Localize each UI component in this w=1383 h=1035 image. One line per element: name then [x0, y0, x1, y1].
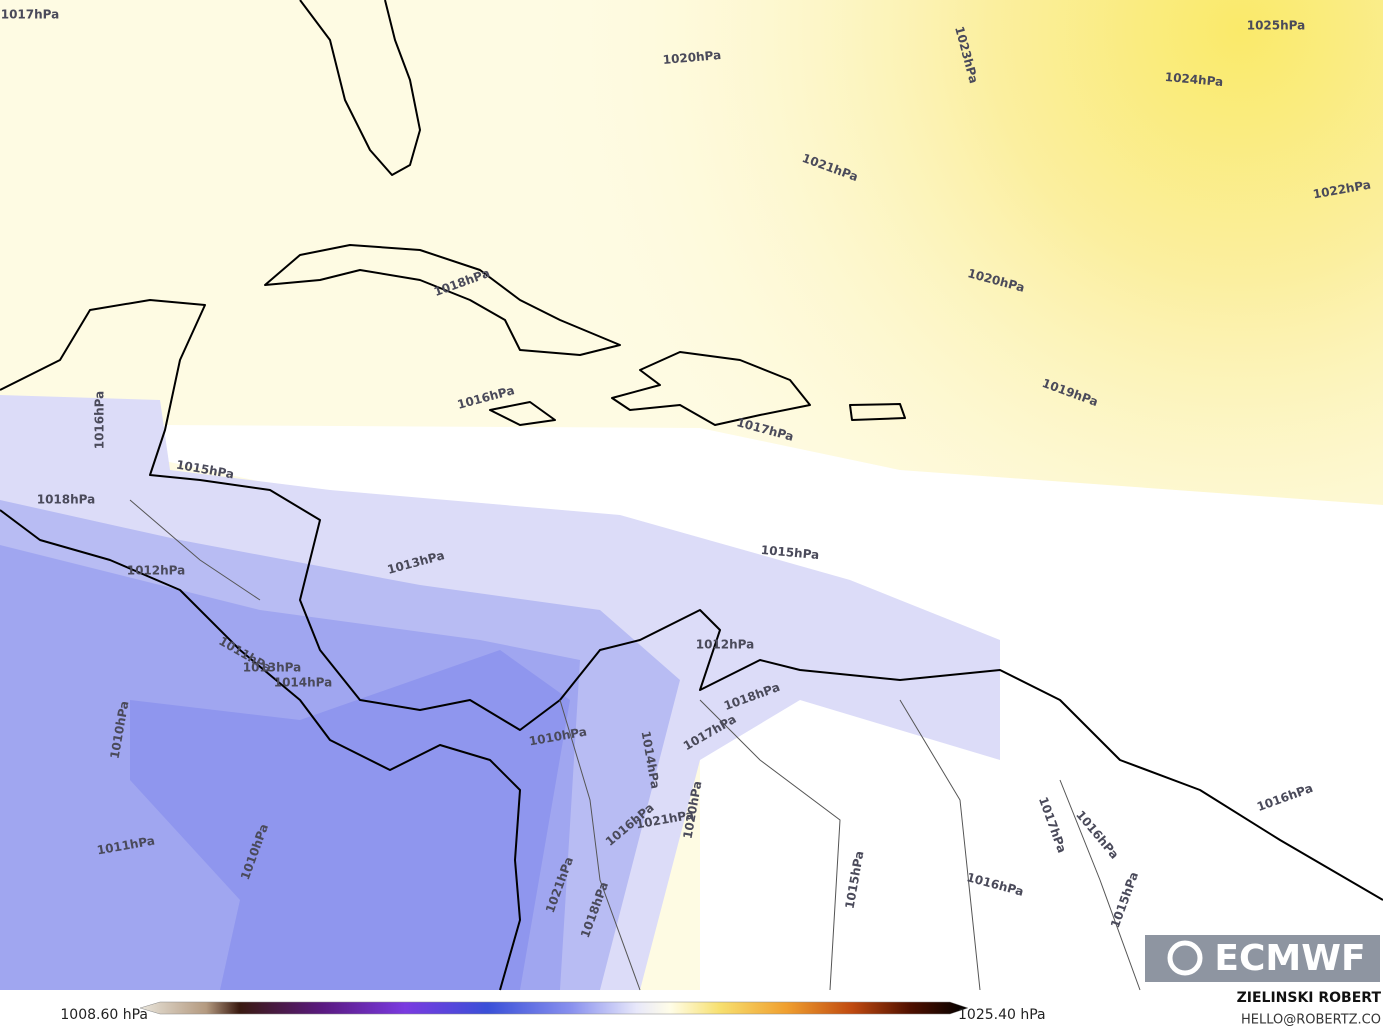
- colorbar-scale: [139, 1001, 969, 1015]
- coastline: [489, 401, 556, 426]
- colorbar: 1008.60 hPa 1025.40 hPa: [60, 1001, 1046, 1023]
- coastline: [0, 509, 521, 991]
- contour-label: 1020hPa: [662, 48, 722, 67]
- min-label: 1008.60 hPa: [60, 1007, 148, 1023]
- contour-label: 1025hPa: [1247, 19, 1306, 33]
- contour-label: 1012hPa: [127, 564, 186, 578]
- contour-label: 1024hPa: [1164, 70, 1224, 89]
- low-pressure: [130, 650, 570, 990]
- max-label: 1025.40 hPa: [958, 1007, 1046, 1023]
- contour-label: 1013hPa: [243, 661, 302, 675]
- coastline: [0, 299, 1383, 901]
- author: ZIELINSKI ROBERT: [1237, 990, 1382, 1006]
- logo-text: ECMWF: [1214, 938, 1365, 979]
- logo-icon: [1167, 940, 1203, 976]
- contour-label: 1016hPa: [93, 391, 107, 450]
- email: HELLO@ROBERTZ.CO: [1241, 1013, 1381, 1028]
- logo: ECMWF: [1145, 935, 1380, 982]
- coastline: [264, 244, 621, 356]
- coastline: [849, 403, 906, 421]
- border: [129, 499, 1141, 991]
- map-field: [0, 0, 1383, 991]
- contour-label: 1012hPa: [696, 638, 755, 652]
- contour-label: 1015hPa: [760, 543, 820, 562]
- contour-label: 1014hPa: [274, 676, 333, 690]
- contour-label: 1017hPa: [1, 8, 60, 22]
- coastline: [299, 0, 421, 176]
- contour-label: 1018hPa: [37, 493, 96, 507]
- coastline: [611, 351, 811, 426]
